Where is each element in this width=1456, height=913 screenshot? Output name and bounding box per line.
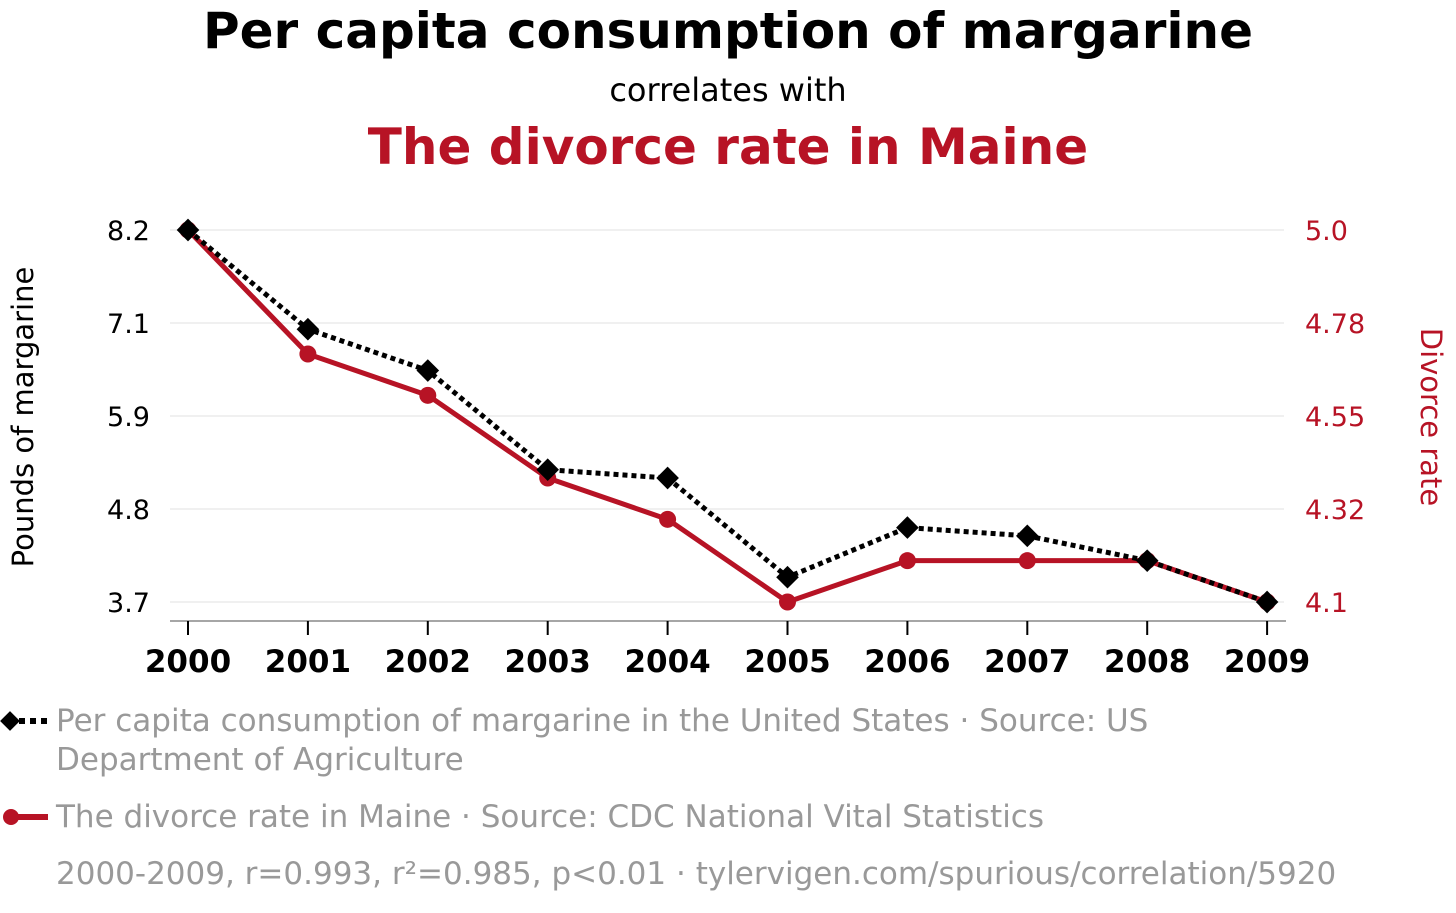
series-markers [176,218,1279,614]
legend-swatch-series1-diamond [0,711,20,731]
x-tick-label: 2003 [505,644,591,680]
series2-point [299,345,317,363]
y-left-tick-label: 8.2 [107,216,150,247]
chart-subtitle: correlates with [609,71,846,109]
x-tick-label: 2000 [145,644,231,680]
series2-point [659,510,677,528]
series1-point [1135,549,1159,572]
series1-point [656,466,679,490]
series2-line [186,228,1268,605]
y-right-tick-label: 4.55 [1305,402,1365,433]
right-axis-ticks: 5.0 4.78 4.55 4.32 4.1 [1305,216,1365,619]
series1-point [1015,524,1039,548]
x-tick-label: 2006 [864,644,950,680]
legend-series1-line2: Department of Agriculture [56,742,464,778]
series2-point [898,552,916,570]
series1-line [186,228,1268,605]
x-axis: 2000 2001 2002 2003 2004 2005 2006 2007 2008 2009 [145,620,1310,680]
legend-swatch-series2-dot [3,809,19,825]
x-tick-label: 2001 [265,644,351,680]
series1-point [896,516,919,539]
series1-point [776,565,799,589]
legend-series1-line1: Per capita consumption of margarine in t… [56,703,1148,739]
legend: Per capita consumption of margarine in t… [0,703,1336,892]
x-tick-label: 2009 [1224,644,1310,680]
y-left-tick-label: 5.9 [107,402,150,433]
series1-point [1255,590,1279,614]
legend-series2: The divorce rate in Maine · Source: CDC … [55,799,1044,835]
x-tick-label: 2008 [1104,644,1190,680]
y-right-tick-label: 4.32 [1305,495,1365,526]
legend-footer: 2000-2009, r=0.993, r²=0.985, p<0.01 · t… [56,856,1336,892]
series1-point [536,458,560,482]
y-axis-right-label: Divorce rate [1414,328,1448,507]
x-tick-label: 2004 [624,644,710,680]
series2-point [1018,552,1036,570]
series2-point [779,593,796,611]
chart-title: Per capita consumption of margarine [203,2,1253,60]
series1-point [296,317,320,341]
y-right-tick-label: 5.0 [1305,216,1348,247]
y-left-tick-label: 3.7 [107,588,150,619]
series1-point [416,359,440,382]
series2-point [419,386,437,404]
y-left-tick-label: 4.8 [107,495,150,526]
x-tick-label: 2007 [984,644,1070,680]
chart-title-secondary: The divorce rate in Maine [368,118,1088,176]
x-tick-label: 2005 [744,644,830,680]
y-left-tick-label: 7.1 [107,309,150,340]
left-axis-ticks: 8.2 7.1 5.9 4.8 3.7 [107,216,150,619]
y-axis-left-label: Pounds of margarine [6,267,40,568]
y-right-tick-label: 4.1 [1305,588,1348,619]
series-lines [186,228,1268,605]
y-right-tick-label: 4.78 [1305,309,1365,340]
x-tick-label: 2002 [385,644,471,680]
gridlines [170,229,1284,603]
